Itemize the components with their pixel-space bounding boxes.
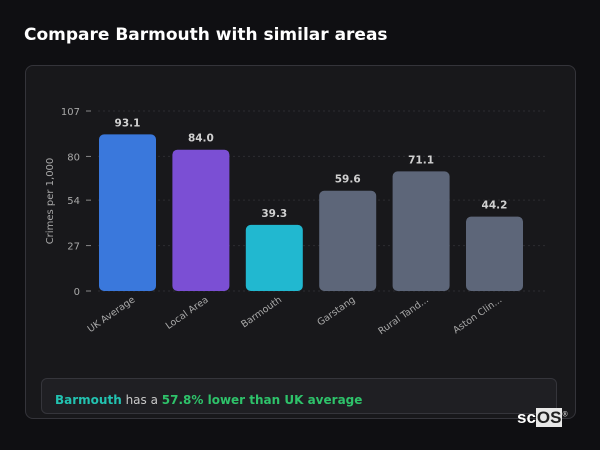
page-title: Compare Barmouth with similar areas <box>24 25 388 45</box>
y-tick-label: 27 <box>67 242 80 253</box>
scos-logo: scOS® <box>517 408 568 427</box>
x-tick-label: Aston Clin... <box>451 294 504 336</box>
bar <box>99 134 156 291</box>
bar-value-label: 93.1 <box>115 117 141 129</box>
y-tick-label: 107 <box>61 107 80 118</box>
y-axis-label: Crimes per 1,000 <box>45 158 56 245</box>
bar-value-label: 71.1 <box>408 154 434 166</box>
summary-area: Barmouth <box>55 393 122 407</box>
y-tick-label: 80 <box>67 152 80 163</box>
summary-middle: has a <box>125 393 158 407</box>
x-tick-label: Local Area <box>164 294 211 331</box>
y-tick-label: 0 <box>74 287 80 298</box>
bar <box>392 171 450 291</box>
bar <box>466 216 523 291</box>
bar-value-label: 39.3 <box>261 208 287 220</box>
x-tick-label: UK Average <box>86 294 138 335</box>
bar-value-label: 59.6 <box>335 174 361 186</box>
bar <box>245 224 303 291</box>
bar-value-label: 44.2 <box>482 200 508 212</box>
bar-value-label: 84.0 <box>188 133 214 145</box>
x-tick-label: Barmouth <box>239 294 284 330</box>
y-tick-label: 54 <box>67 196 80 207</box>
bar <box>172 149 230 291</box>
summary-comparison: 57.8% lower than UK average <box>161 393 363 407</box>
comparison-summary: Barmouth has a 57.8% lower than UK avera… <box>41 378 557 414</box>
bar <box>319 190 377 291</box>
x-tick-label: Rural Tand... <box>376 294 430 337</box>
x-tick-label: Garstang <box>315 294 357 328</box>
